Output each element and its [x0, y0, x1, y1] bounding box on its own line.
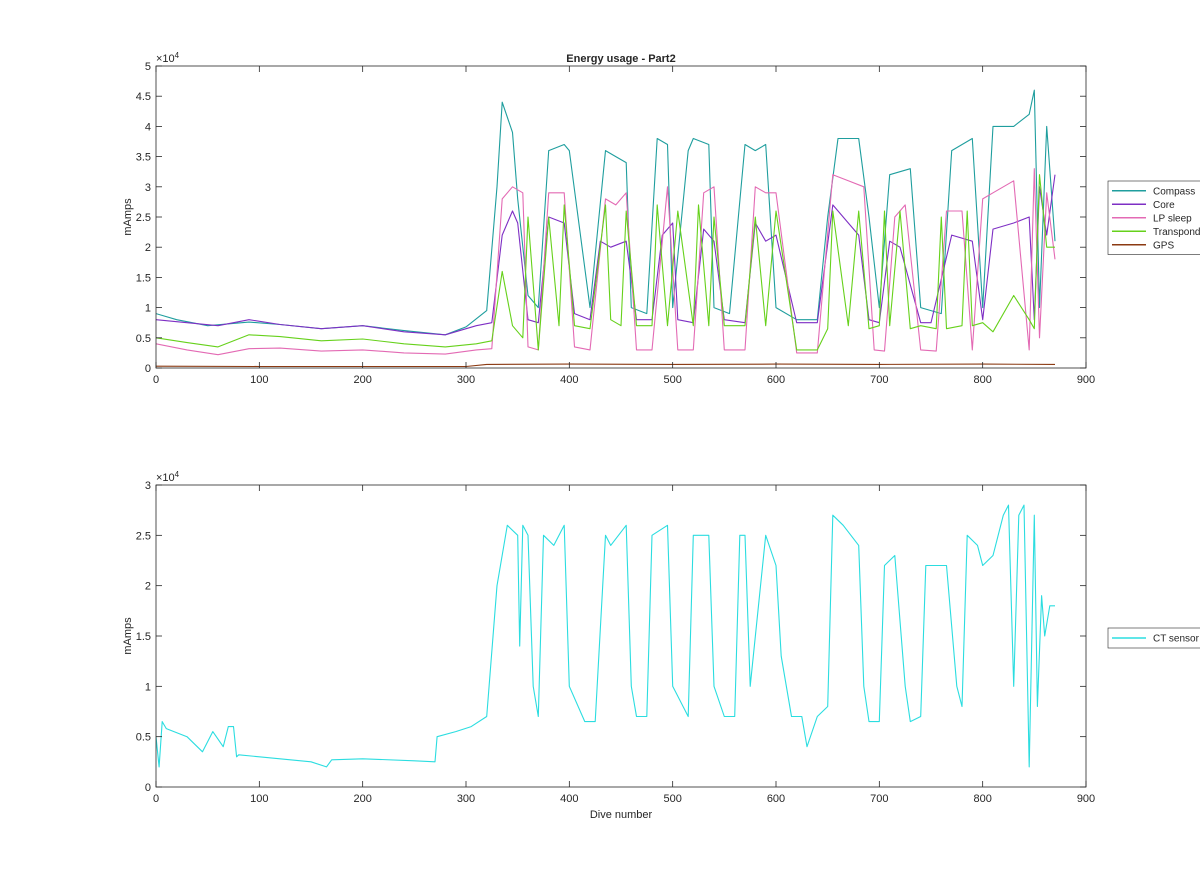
y-tick-label: 1	[145, 681, 151, 693]
x-tick-label: 700	[870, 793, 888, 805]
y-tick-label: 1.5	[136, 272, 151, 284]
series-group	[156, 89, 1056, 368]
y-tick-label: 2.5	[136, 212, 151, 224]
y-exponent-label: ×104	[156, 470, 180, 484]
y-tick-label: 0.5	[136, 333, 151, 345]
x-tick-label: 100	[250, 793, 268, 805]
legend-entry: LP sleep	[1153, 213, 1192, 224]
y-tick-label: 1	[145, 303, 151, 315]
series-line-transponder	[156, 174, 1055, 351]
y-tick-label: 1.5	[136, 631, 151, 643]
legend: Compass Core LP sleep Transponder GPS	[1107, 180, 1200, 255]
x-tick-label: 900	[1077, 793, 1095, 805]
x-tick-label: 0	[153, 374, 159, 386]
y-tick-label: 4	[145, 121, 151, 133]
series-line-ct-sensor	[156, 504, 1055, 768]
series-line-gps	[156, 363, 1056, 368]
x-tick-label: 100	[250, 374, 268, 386]
legend-box	[1107, 627, 1200, 649]
y-axis-label: mAmps	[122, 198, 134, 236]
legend: CT sensor	[1107, 627, 1200, 649]
x-tick-label: 600	[767, 793, 785, 805]
y-axis-label: mAmps	[122, 617, 134, 655]
axes-box	[155, 484, 1087, 788]
x-tick-label: 200	[353, 374, 371, 386]
legend-entry: CT sensor	[1153, 634, 1200, 645]
x-tick-label: 300	[457, 374, 475, 386]
y-tick-label: 0	[145, 782, 151, 794]
chart-title: Energy usage - Part2	[566, 53, 675, 65]
x-tick-label: 200	[353, 793, 371, 805]
x-tick-label: 800	[973, 374, 991, 386]
x-tick-label: 800	[973, 793, 991, 805]
y-tick-label: 4.5	[136, 91, 151, 103]
bottom-axes: 0 100 200 300 400 500 600 700 800 900 0 0.5 1 1.5 2 2.5…	[122, 470, 1200, 821]
y-tick-label: 2.5	[136, 530, 151, 542]
y-tick-label: 2	[145, 581, 151, 593]
series-line-compass	[156, 89, 1056, 336]
y-tick-label: 5	[145, 61, 151, 73]
x-tick-label: 700	[870, 374, 888, 386]
y-exponent-label: ×104	[156, 51, 180, 65]
series-group	[156, 504, 1055, 768]
y-tick-label: 3	[145, 480, 151, 492]
x-axis-label: Dive number	[590, 809, 653, 821]
top-axes: 0 100 200 300 400 500 600 700 800 900 0 0.5 1 1.5 2 2.5…	[122, 51, 1200, 386]
legend-entry: Compass	[1153, 186, 1195, 197]
x-tick-label: 500	[663, 793, 681, 805]
y-tick-label: 0	[145, 363, 151, 375]
legend-entry: Transponder	[1153, 227, 1200, 238]
legend-entry: GPS	[1153, 240, 1174, 251]
x-tick-label: 500	[663, 374, 681, 386]
x-tick-label: 900	[1077, 374, 1095, 386]
legend-entry: Core	[1153, 200, 1175, 211]
y-tick-label: 3	[145, 182, 151, 194]
y-tick-label: 3.5	[136, 152, 151, 164]
x-tick-label: 0	[153, 793, 159, 805]
y-tick-label: 0.5	[136, 732, 151, 744]
x-tick-label: 400	[560, 374, 578, 386]
x-tick-label: 400	[560, 793, 578, 805]
series-line-lp-sleep	[156, 168, 1056, 356]
x-tick-label: 600	[767, 374, 785, 386]
y-tick-label: 2	[145, 242, 151, 254]
x-tick-label: 300	[457, 793, 475, 805]
